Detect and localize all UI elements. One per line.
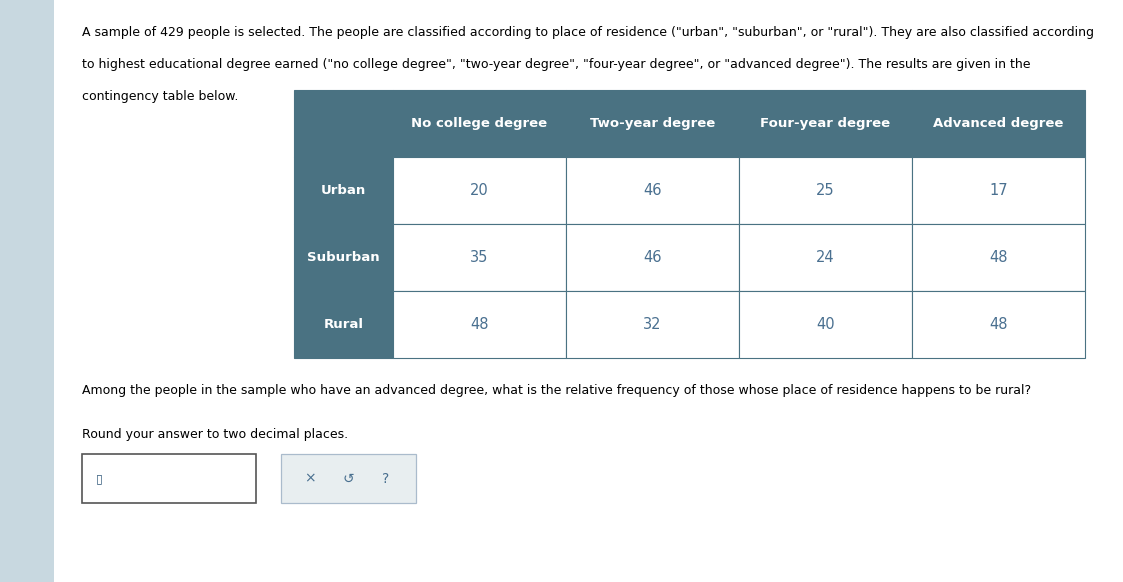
Bar [566, 90, 739, 157]
Text: 40: 40 [816, 317, 834, 332]
Text: Round your answer to two decimal places.: Round your answer to two decimal places. [82, 428, 348, 441]
Text: 32: 32 [643, 317, 661, 332]
Bar [294, 157, 393, 224]
Text: Among the people in the sample who have an advanced degree, what is the relative: Among the people in the sample who have … [82, 384, 1031, 397]
Text: ?: ? [382, 471, 390, 486]
Bar [566, 291, 739, 358]
Text: 24: 24 [816, 250, 834, 265]
Text: 35: 35 [471, 250, 489, 265]
Text: 20: 20 [471, 183, 489, 198]
Text: Two-year degree: Two-year degree [590, 117, 715, 130]
Bar [0, 0, 54, 582]
Bar [294, 90, 393, 157]
Bar [912, 157, 1085, 224]
Bar [82, 454, 256, 503]
Bar [739, 291, 912, 358]
Text: Advanced degree: Advanced degree [933, 117, 1063, 130]
Text: ▯: ▯ [95, 472, 102, 485]
Bar [739, 157, 912, 224]
Text: ×: × [304, 471, 317, 486]
Text: to highest educational degree earned ("no college degree", "two-year degree", "f: to highest educational degree earned ("n… [82, 58, 1031, 71]
Bar [912, 90, 1085, 157]
Bar [294, 224, 393, 291]
Text: Suburban: Suburban [308, 251, 380, 264]
Bar [566, 224, 739, 291]
Text: contingency table below.: contingency table below. [82, 90, 238, 103]
Bar [393, 291, 566, 358]
Text: ↺: ↺ [343, 471, 354, 486]
Bar [739, 90, 912, 157]
Text: A sample of 429 people is selected. The people are classified according to place: A sample of 429 people is selected. The … [82, 26, 1094, 39]
Text: 46: 46 [643, 183, 661, 198]
Bar [393, 224, 566, 291]
Text: 48: 48 [471, 317, 489, 332]
Bar [739, 224, 912, 291]
Text: 25: 25 [816, 183, 834, 198]
Text: Urban: Urban [321, 184, 366, 197]
Bar [912, 291, 1085, 358]
Bar [912, 224, 1085, 291]
Bar [294, 291, 393, 358]
Bar [566, 157, 739, 224]
Text: 48: 48 [989, 317, 1007, 332]
Text: No college degree: No college degree [411, 117, 548, 130]
Text: 48: 48 [989, 250, 1007, 265]
Bar [281, 454, 416, 503]
Bar [393, 90, 566, 157]
Bar [393, 157, 566, 224]
Text: Four-year degree: Four-year degree [760, 117, 891, 130]
Text: 46: 46 [643, 250, 661, 265]
Text: Rural: Rural [323, 318, 364, 331]
Text: 17: 17 [989, 183, 1007, 198]
